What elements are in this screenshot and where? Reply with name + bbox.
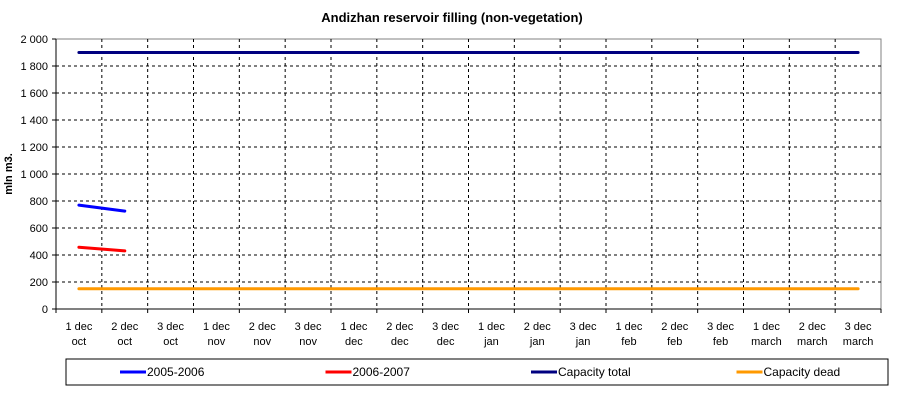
y-tick-label: 400: [30, 250, 48, 262]
x-tick-sublabel: nov: [299, 336, 317, 348]
legend-label: Capacity dead: [764, 365, 841, 379]
legend-label: Capacity total: [558, 365, 631, 379]
x-tick-sublabel: jan: [483, 336, 499, 348]
y-tick-label: 0: [42, 304, 48, 316]
x-tick-sublabel: nov: [253, 336, 271, 348]
x-tick-label: 1 dec: [65, 321, 92, 333]
x-tick-sublabel: nov: [208, 336, 226, 348]
legend: 2005-2006 2006-2007 Capacity total Capacity…: [120, 365, 840, 379]
y-tick-label: 1 600: [20, 88, 48, 100]
x-tick-sublabel: jan: [575, 336, 591, 348]
y-axis-ticks: 0 200 400 600 800 1 000 1 200 1 400 1 600 1 800 2 …: [20, 34, 56, 316]
x-tick-label: 1 dec: [615, 321, 642, 333]
y-tick-label: 1 800: [20, 61, 48, 73]
x-tick-sublabel: oct: [163, 336, 178, 348]
series-line-1: [77, 203, 127, 213]
legend-label: 2005-2006: [147, 365, 205, 379]
x-tick-sublabel: dec: [345, 336, 363, 348]
y-tick-label: 1 200: [20, 142, 48, 154]
x-tick-label: 3 dec: [432, 321, 459, 333]
x-tick-label: 3 dec: [707, 321, 734, 333]
x-tick-sublabel: march: [843, 336, 874, 348]
x-tick-label: 2 dec: [111, 321, 138, 333]
x-axis-ticks: 1 dec oct 2 dec oct 3 dec oct 1 dec nov 2 dec nov…: [55, 309, 882, 348]
x-tick-label: 3 dec: [295, 321, 322, 333]
series-line-2: [77, 245, 127, 253]
x-tick-sublabel: feb: [621, 336, 636, 348]
chart-title: Andizhan reservoir filling (non-vegetati…: [321, 10, 582, 25]
x-tick-label: 3 dec: [845, 321, 872, 333]
y-tick-label: 2 000: [20, 34, 48, 46]
x-tick-sublabel: march: [751, 336, 782, 348]
x-tick-label: 1 dec: [340, 321, 367, 333]
y-tick-label: 600: [30, 223, 48, 235]
x-tick-label: 2 dec: [524, 321, 551, 333]
y-axis-label: mln m3.: [3, 153, 15, 195]
x-tick-label: 2 dec: [661, 321, 688, 333]
x-tick-label: 2 dec: [249, 321, 276, 333]
x-tick-label: 1 dec: [203, 321, 230, 333]
x-tick-label: 2 dec: [799, 321, 826, 333]
x-tick-label: 1 dec: [478, 321, 505, 333]
x-tick-label: 2 dec: [386, 321, 413, 333]
x-tick-sublabel: feb: [713, 336, 728, 348]
x-tick-sublabel: oct: [117, 336, 132, 348]
y-tick-label: 200: [30, 277, 48, 289]
x-tick-sublabel: march: [797, 336, 828, 348]
y-tick-label: 1 400: [20, 115, 48, 127]
x-tick-sublabel: oct: [72, 336, 87, 348]
y-tick-label: 800: [30, 196, 48, 208]
x-tick-sublabel: jan: [529, 336, 545, 348]
x-tick-label: 3 dec: [570, 321, 597, 333]
x-tick-label: 3 dec: [157, 321, 184, 333]
y-tick-label: 1 000: [20, 169, 48, 181]
x-tick-label: 1 dec: [753, 321, 780, 333]
x-tick-sublabel: dec: [391, 336, 409, 348]
series-lines: [77, 51, 860, 291]
legend-label: 2006-2007: [353, 365, 411, 379]
x-tick-sublabel: dec: [437, 336, 455, 348]
x-tick-sublabel: feb: [667, 336, 682, 348]
